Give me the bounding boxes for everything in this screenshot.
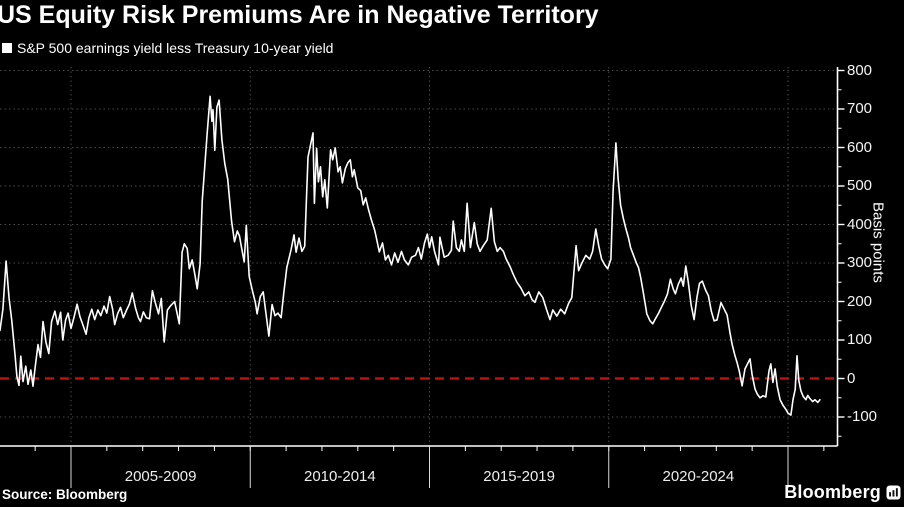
y-tick-label: 800 — [847, 61, 873, 79]
y-tick-label: 200 — [847, 292, 873, 310]
y-tick-label: 700 — [847, 100, 873, 117]
y-tick-label: 300 — [847, 254, 873, 271]
chart-title: US Equity Risk Premiums Are in Negative … — [0, 1, 599, 29]
bloomberg-logo: Bloomberg — [784, 482, 901, 503]
y-tick-label: 400 — [847, 215, 873, 233]
ticks — [34, 69, 845, 488]
y-tick-label: 100 — [847, 331, 873, 348]
x-axis-label: 2005-2009 — [124, 468, 197, 485]
gridlines — [0, 67, 838, 446]
y-tick-label: 600 — [847, 138, 873, 156]
bar-chart-logo-icon — [886, 485, 901, 500]
x-axis-label: 2015-2019 — [483, 468, 555, 485]
axes — [0, 67, 839, 447]
source-note: Source: Bloomberg — [2, 487, 128, 502]
legend-square-swatch-icon — [2, 43, 12, 53]
series-path — [0, 95, 821, 416]
x-axis-label: 2020-2024 — [662, 468, 735, 485]
y-tick-label: 0 — [847, 369, 856, 387]
legend: S&P 500 earnings yield less Treasury 10-… — [2, 40, 333, 56]
y-tick-label: 500 — [847, 177, 873, 194]
y-tick-label: -100 — [847, 408, 878, 425]
legend-label: S&P 500 earnings yield less Treasury 10-… — [17, 40, 334, 56]
series-line — [0, 95, 821, 416]
x-axis-label: 2010-2014 — [304, 468, 376, 485]
bloomberg-wordmark: Bloomberg — [784, 482, 881, 502]
y-axis-title: Basis points — [869, 201, 887, 283]
